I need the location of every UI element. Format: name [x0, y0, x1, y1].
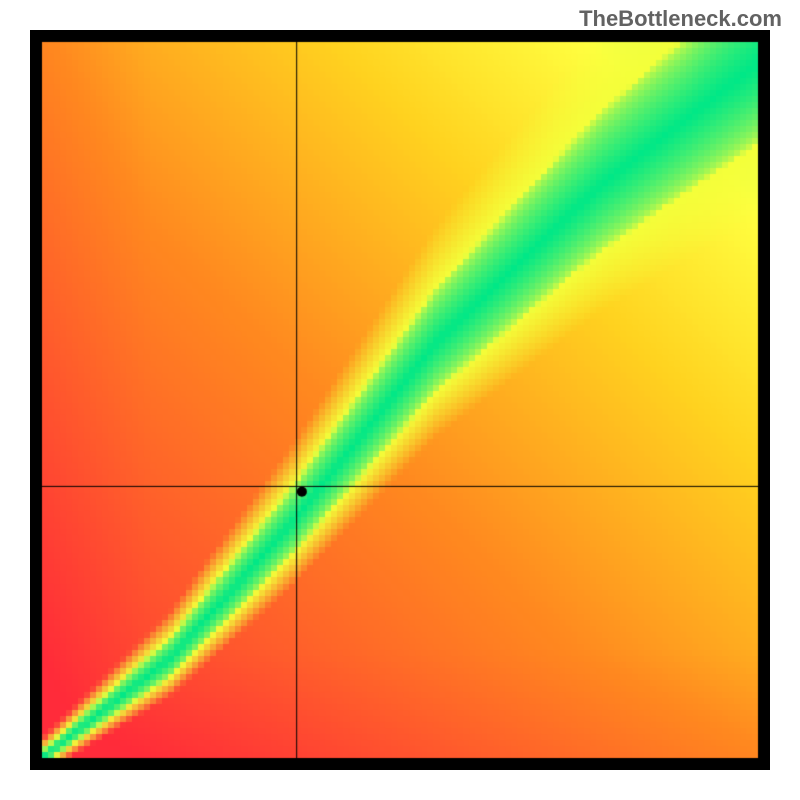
watermark: TheBottleneck.com	[579, 6, 782, 32]
heatmap-canvas	[30, 30, 770, 770]
chart-frame	[30, 30, 770, 770]
